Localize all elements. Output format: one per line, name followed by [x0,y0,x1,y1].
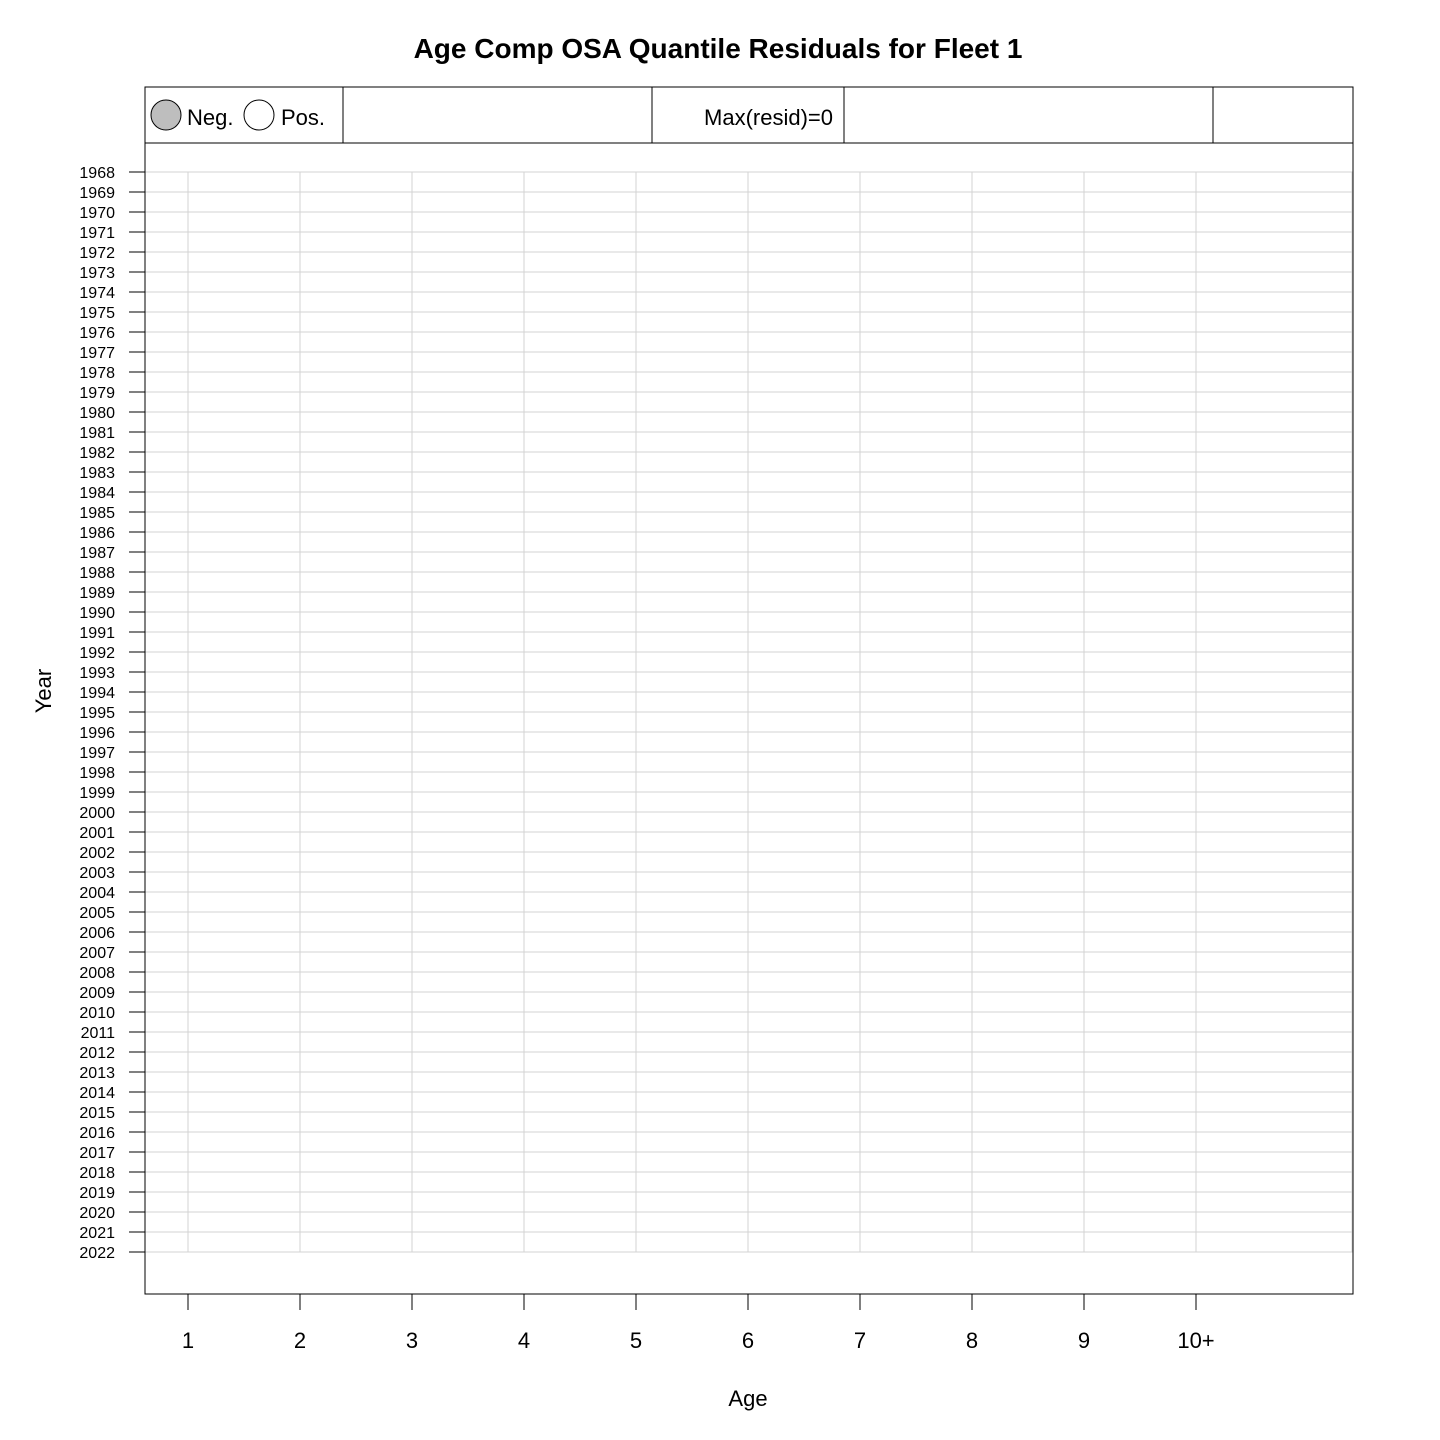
x-tick-label: 9 [1078,1328,1090,1353]
y-tick-label: 1995 [79,705,115,722]
x-axis: 1 2 3 4 5 6 7 8 9 10+ [182,1294,1215,1353]
x-tick-label: 6 [742,1328,754,1353]
y-tick-label: 2005 [79,905,115,922]
x-tick-label: 8 [966,1328,978,1353]
legend-neg-label: Neg. [187,105,233,130]
y-tick-label: 2020 [79,1205,115,1222]
y-tick-label: 1980 [79,405,115,422]
y-tick-label: 2022 [79,1245,115,1262]
y-tick-label: 1991 [79,625,115,642]
legend-neg-symbol [150,99,182,131]
y-axis-title: Year [31,669,56,713]
y-tick-label: 1999 [79,785,115,802]
y-tick-label: 2021 [79,1225,115,1242]
y-tick-label: 2018 [79,1165,115,1182]
y-tick-label: 2010 [79,1005,115,1022]
y-tick-label: 1979 [79,385,115,402]
y-tick-label: 1974 [79,285,115,302]
x-tick-label: 7 [854,1328,866,1353]
y-tick-label: 1983 [79,465,115,482]
y-tick-label: 1994 [79,685,115,702]
y-tick-label: 2007 [79,945,115,962]
y-tick-label: 1982 [79,445,115,462]
y-tick-label: 1977 [79,345,115,362]
y-tick-label: 1971 [79,225,115,242]
y-tick-label: 1988 [79,565,115,582]
x-tick-label: 5 [630,1328,642,1353]
y-tick-label: 1970 [79,205,115,222]
y-tick-label: 1973 [79,265,115,282]
y-tick-label: 2013 [79,1065,115,1082]
y-tick-label: 1998 [79,765,115,782]
y-tick-label: 1972 [79,245,115,262]
annotation-box [651,86,845,144]
legend-pos-symbol [243,99,275,131]
empty-legend-box [1212,86,1354,144]
chart-title: Age Comp OSA Quantile Residuals for Flee… [414,33,1023,64]
x-tick-label: 2 [294,1328,306,1353]
max-resid-label: Max(resid)=0 [704,105,833,130]
plot-frame [144,86,1354,1295]
y-tick-label: 1975 [79,305,115,322]
x-tick-label: 10+ [1177,1328,1214,1353]
y-tick-label: 2004 [79,885,115,902]
y-tick-label: 2019 [79,1185,115,1202]
y-tick-label: 1981 [79,425,115,442]
y-tick-label: 2002 [79,845,115,862]
x-axis-title: Age [728,1386,767,1411]
y-tick-label: 1984 [79,485,115,502]
y-tick-label: 2016 [79,1125,115,1142]
y-axis: 1968 1969 1970 1971 1972 1973 1974 1975 1976 1977… [79,165,145,1262]
y-tick-label: 1976 [79,325,115,342]
y-tick-label: 1978 [79,365,115,382]
legend-pos-label: Pos. [281,105,325,130]
y-tick-label: 1992 [79,645,115,662]
y-tick-label: 2006 [79,925,115,942]
y-tick-label: 1969 [79,185,115,202]
y-tick-label: 1986 [79,525,115,542]
legend: Neg. Pos. [144,86,344,144]
y-tick-label: 2001 [79,825,115,842]
y-tick-label: 2012 [79,1045,115,1062]
y-tick-label: 2009 [79,985,115,1002]
y-tick-label: 2017 [79,1145,115,1162]
max-resid-annotation: Max(resid)=0 [651,86,845,144]
y-tick-label: 1987 [79,545,115,562]
y-tick-label: 1968 [79,165,115,182]
y-tick-label: 2014 [79,1085,115,1102]
grid-lines [145,171,1353,1253]
x-tick-label: 4 [518,1328,530,1353]
y-tick-label: 2003 [79,865,115,882]
y-tick-label: 2000 [79,805,115,822]
y-tick-label: 1996 [79,725,115,742]
y-tick-label: 2015 [79,1105,115,1122]
x-tick-label: 3 [406,1328,418,1353]
y-tick-label: 2008 [79,965,115,982]
y-tick-label: 1989 [79,585,115,602]
y-tick-label: 2011 [81,1025,116,1042]
x-tick-label: 1 [182,1328,194,1353]
y-tick-label: 1985 [79,505,115,522]
y-tick-label: 1997 [79,745,115,762]
y-tick-label: 1990 [79,605,115,622]
y-tick-label: 1993 [79,665,115,682]
